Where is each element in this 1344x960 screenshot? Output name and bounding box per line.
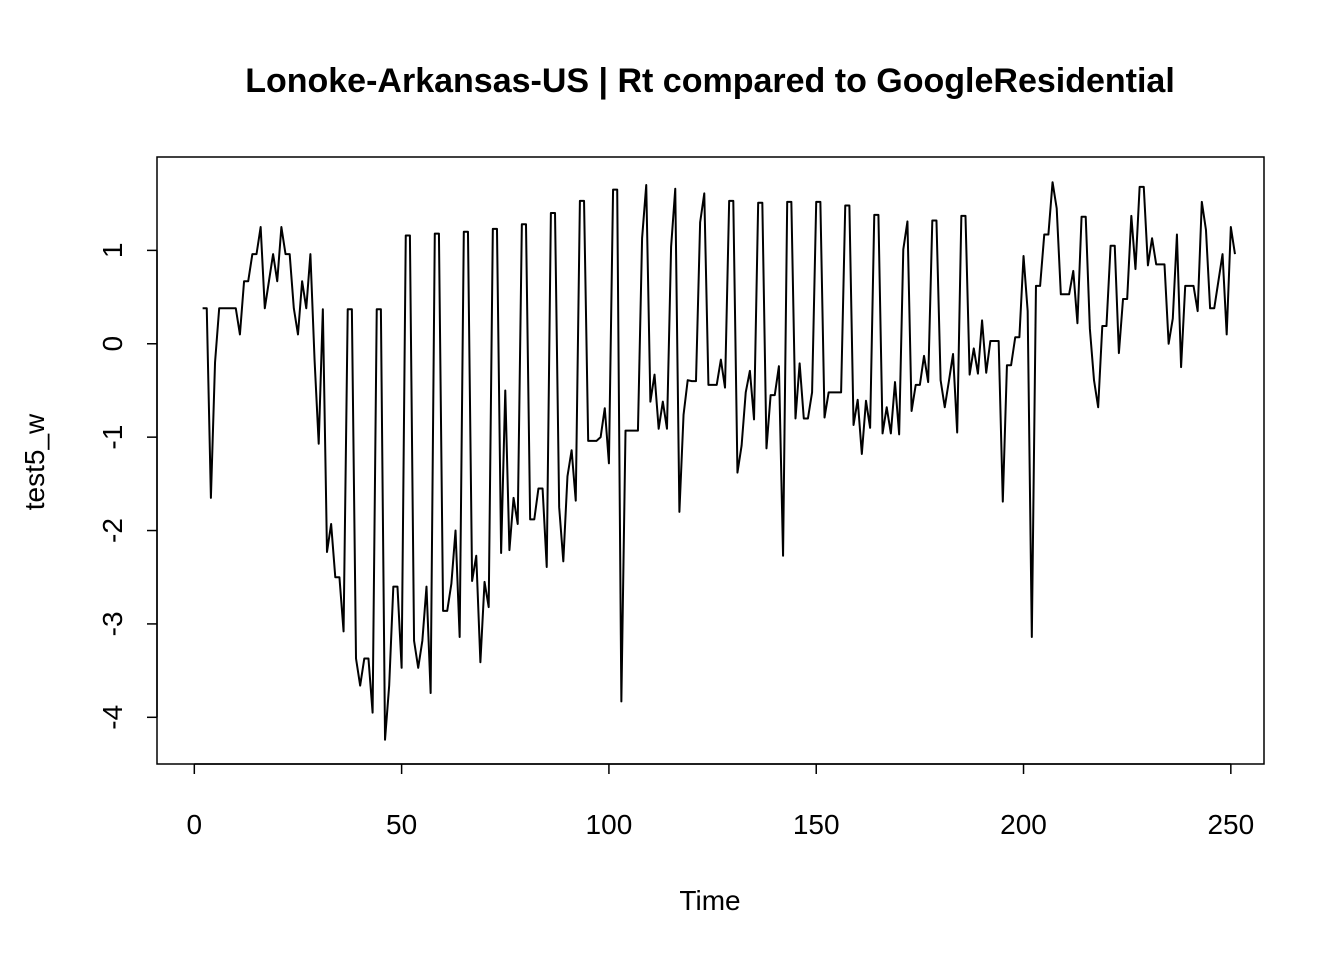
- chart-title: Lonoke-Arkansas-US | Rt compared to Goog…: [245, 62, 1175, 100]
- y-tick-label: -1: [97, 425, 128, 450]
- series-layer: [202, 181, 1236, 741]
- y-tick-label: -2: [97, 518, 128, 543]
- y-tick-label: 0: [97, 336, 128, 352]
- y-tick-label: 1: [97, 243, 128, 259]
- x-tick-label: 100: [586, 809, 633, 840]
- y-axis: -4 -3 -2 -1 0 1: [97, 243, 158, 730]
- x-tick-label: 250: [1207, 809, 1254, 840]
- y-tick-label: -4: [97, 705, 128, 730]
- y-tick-label: -3: [97, 611, 128, 636]
- series-line-0: [202, 181, 1236, 741]
- x-tick-label: 0: [187, 809, 203, 840]
- x-tick-label: 200: [1000, 809, 1047, 840]
- plot-frame: [156, 156, 1265, 765]
- y-axis-label: test5_w: [19, 413, 50, 510]
- x-axis: 0 50 100 150 200 250: [187, 763, 1254, 840]
- x-tick-label: 150: [793, 809, 840, 840]
- x-axis-label: Time: [679, 885, 740, 916]
- x-tick-label: 50: [386, 809, 417, 840]
